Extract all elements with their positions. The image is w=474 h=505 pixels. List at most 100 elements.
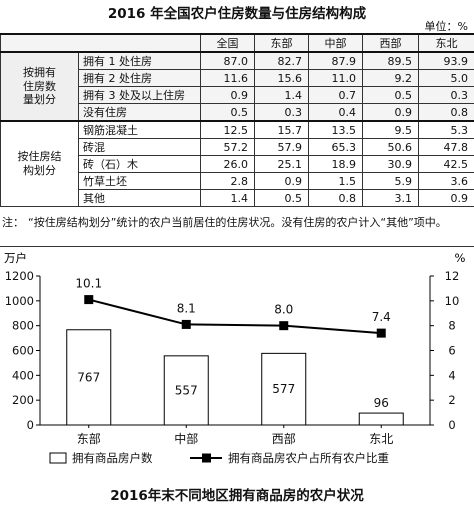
note-lead: 注： [2, 216, 24, 229]
table-cell: 50.6 [362, 138, 419, 156]
left-axis-tick-label: 600 [12, 344, 34, 358]
table-cell: 0.9 [254, 172, 309, 190]
table-cell: 0.9 [418, 189, 474, 207]
left-axis-tick-label: 800 [12, 319, 34, 333]
table-cell: 15.6 [254, 69, 309, 87]
group-label-line: 住房数 [23, 79, 56, 93]
table-row: 拥有 3 处及以上住房 0.9 1.4 0.7 0.5 0.3 [1, 86, 474, 104]
table-cell: 0.9 [200, 86, 255, 104]
bar-value-label: 767 [77, 370, 100, 384]
table-cell: 0.3 [254, 103, 309, 122]
table-cell: 3.1 [362, 189, 419, 207]
row-item-label: 钢筋混凝土 [78, 120, 201, 139]
group-label-line: 量划分 [23, 93, 56, 107]
ratio-line [88, 298, 382, 335]
table-header-row: 全国 东部 中部 西部 东北 [0, 33, 474, 53]
row-item-label: 竹草土坯 [78, 172, 201, 190]
table-cell: 87.0 [200, 51, 255, 70]
table-row: 按住房结 构划分 钢筋混凝土 12.5 15.7 13.5 9.5 5.3 [0, 120, 474, 207]
ratio-value-label: 7.4 [372, 310, 391, 324]
unit-label: 单位：% [424, 20, 468, 33]
table-cell: 82.7 [254, 51, 309, 70]
table-cell: 65.3 [308, 138, 363, 156]
category-label: 东部 [77, 431, 101, 446]
bar [358, 412, 404, 426]
table-cell: 15.7 [254, 120, 309, 139]
category-label: 中部 [174, 431, 198, 446]
right-axis-tick-label: 10 [445, 294, 460, 308]
table-cell: 0.8 [418, 103, 474, 122]
table-cell: 9.5 [362, 120, 419, 139]
right-axis-tick-label: 6 [448, 344, 455, 358]
legend-label: 拥有商品房户数 [72, 451, 153, 465]
table-row: 没有住房 0.5 0.3 0.4 0.9 0.8 [1, 103, 474, 122]
table-cell: 1.4 [254, 86, 309, 104]
ratio-point [84, 295, 94, 305]
left-axis-tick-label: 0 [27, 418, 34, 432]
group-label-line: 构划分 [23, 164, 56, 177]
legend-label: 拥有商品房农户占所有农户比重 [228, 451, 389, 465]
group-label-line: 按住房结 [17, 150, 62, 164]
table-cell: 0.5 [200, 103, 255, 122]
table-cell: 0.8 [308, 189, 363, 207]
table-cell: 30.9 [362, 155, 419, 173]
table-cell: 11.0 [308, 69, 363, 87]
group-label-line: 按拥有 [23, 65, 56, 79]
column-header: 东部 [254, 33, 309, 53]
note-divider [0, 246, 474, 247]
row-group-label: 按住房结 构划分 [0, 120, 79, 207]
bar-value-label: 557 [175, 383, 198, 397]
row-item-label: 没有住房 [78, 103, 201, 122]
note-text: “按住房结构划分”统计的农户当前居住的住房状况。没有住房的农户计入“其他”项中。 [28, 216, 447, 229]
left-axis-tick-label: 1000 [5, 294, 34, 308]
ratio-value-label: 8.1 [177, 301, 196, 315]
row-item-label: 其他 [78, 189, 201, 207]
right-axis-tick-label: 0 [448, 418, 455, 432]
table-cell: 93.9 [418, 51, 474, 70]
table-cell: 2.8 [200, 172, 255, 190]
column-header: 全国 [200, 33, 255, 53]
combo-chart: 万户 % 0 200 400 600 800 1000 1200 0 2 4 6 8 10 12 767 55… [4, 251, 466, 465]
bar [66, 329, 112, 426]
column-header: 中部 [308, 33, 363, 53]
table-cell: 0.3 [418, 86, 474, 104]
table-cell: 11.6 [200, 69, 255, 87]
table-cell: 9.2 [362, 69, 419, 87]
table-cell: 0.4 [308, 103, 363, 122]
housing-table: 全国 东部 中部 西部 东北 按拥有 住房数 量划分 拥有 1 处住房 87.0 82.7… [0, 33, 474, 207]
table-row: 其他 1.4 0.5 0.8 3.1 0.9 [1, 189, 474, 207]
table-cell: 5.9 [362, 172, 419, 190]
table-cell: 13.5 [308, 120, 363, 139]
header-corner [0, 33, 201, 53]
ratio-point [376, 328, 386, 338]
table-cell: 0.7 [308, 86, 363, 104]
bar [163, 355, 209, 426]
chart-title: 2016年末不同地区拥有商品房的农户状况 [110, 488, 364, 504]
table-cell: 5.0 [418, 69, 474, 87]
right-axis-tick-label: 4 [448, 368, 455, 382]
table-cell: 57.9 [254, 138, 309, 156]
legend-line-marker [202, 453, 211, 463]
table-cell: 57.2 [200, 138, 255, 156]
table-cell: 3.6 [418, 172, 474, 190]
table-cell: 0.5 [254, 189, 309, 207]
table-note: 注： “按住房结构划分”统计的农户当前居住的住房状况。没有住房的农户计入“其他”项… [2, 215, 470, 230]
table-cell: 1.4 [200, 189, 255, 207]
table-cell: 25.1 [254, 155, 309, 173]
table-cell: 0.9 [362, 103, 419, 122]
ratio-point [181, 319, 191, 329]
legend-bar-swatch [49, 452, 67, 464]
column-header: 东北 [418, 33, 474, 53]
row-item-label: 拥有 1 处住房 [78, 51, 201, 70]
right-axis-tick-label: 2 [448, 393, 455, 407]
bar-value-label: 577 [272, 382, 295, 396]
row-group-label: 按拥有 住房数 量划分 [0, 51, 79, 122]
bar-value-label: 96 [374, 396, 389, 410]
column-header: 西部 [362, 33, 419, 53]
table-cell: 87.9 [308, 51, 363, 70]
table-cell: 1.5 [308, 172, 363, 190]
table-cell: 0.5 [362, 86, 419, 104]
row-item-label: 拥有 2 处住房 [78, 69, 201, 87]
right-axis-tick-label: 8 [448, 319, 455, 333]
ratio-value-label: 8.0 [274, 303, 293, 317]
